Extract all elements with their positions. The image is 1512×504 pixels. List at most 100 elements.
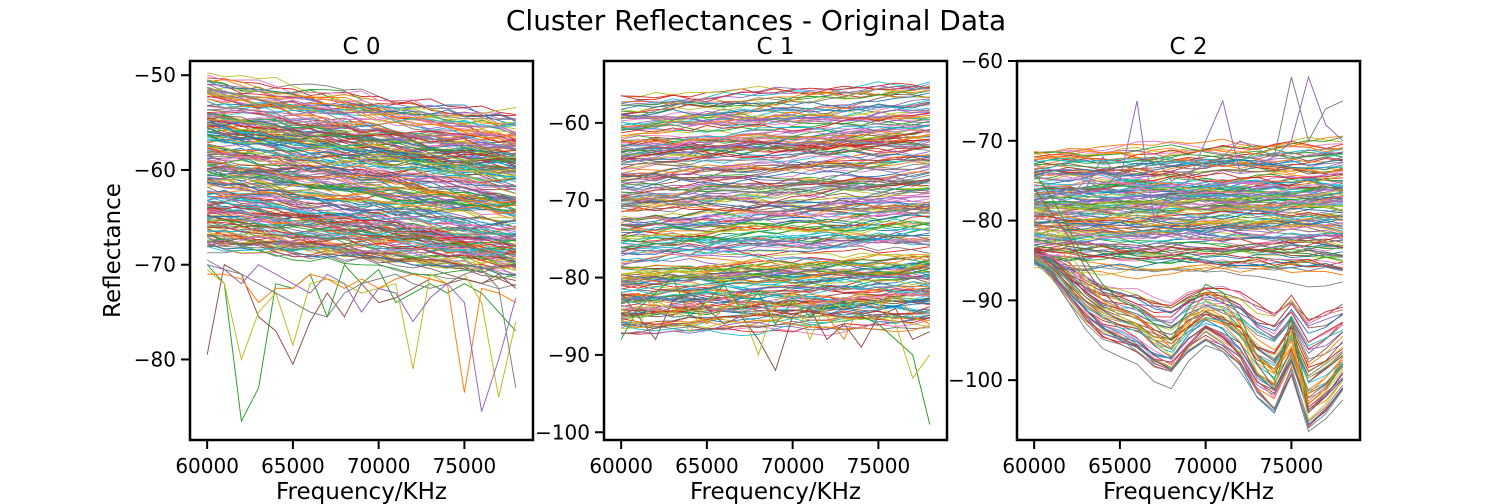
- outlier-series-line: [1033, 220, 1344, 406]
- reflectance-line: [207, 196, 516, 223]
- y-tick-label: −80: [961, 209, 1003, 233]
- outlier-series-line: [620, 292, 931, 380]
- reflectance-line: [620, 128, 930, 148]
- reflectance-line: [621, 293, 930, 310]
- reflectance-line: [1034, 207, 1343, 226]
- x-tick-label: 75000: [433, 454, 497, 478]
- reflectance-line: [207, 108, 516, 148]
- x-tick-label: 60000: [1002, 454, 1066, 478]
- reflectance-line: [621, 98, 930, 120]
- reflectance-line: [207, 178, 516, 206]
- x-tick-label: 60000: [175, 454, 239, 478]
- reflectance-line: [1034, 188, 1343, 199]
- reflectance-line: [207, 202, 516, 240]
- x-tick-label: 70000: [761, 454, 825, 478]
- reflectance-line: [621, 237, 930, 254]
- reflectance-line: [207, 92, 516, 125]
- reflectance-line: [1034, 253, 1343, 322]
- outlier-series-line: [1033, 75, 1344, 223]
- reflectance-line: [621, 85, 930, 105]
- reflectance-line: [207, 205, 516, 247]
- reflectance-line: [1034, 148, 1343, 175]
- y-tick-label: −60: [548, 111, 590, 135]
- y-tick-label: −100: [948, 368, 1003, 392]
- reflectance-line: [621, 197, 930, 212]
- series-lines: [206, 72, 517, 423]
- outlier-series-line: [206, 259, 517, 388]
- reflectance-line: [621, 81, 930, 104]
- reflectance-line: [207, 123, 516, 161]
- reflectance-line: [1034, 250, 1344, 368]
- reflectance-line: [1034, 156, 1343, 170]
- reflectance-line: [620, 243, 930, 257]
- reflectance-line: [1034, 192, 1343, 205]
- reflectance-line: [1034, 218, 1343, 244]
- reflectance-line: [620, 154, 930, 175]
- reflectance-line: [621, 158, 930, 183]
- reflectance-line: [621, 315, 930, 329]
- reflectance-line: [621, 156, 930, 179]
- reflectance-line: [1033, 248, 1344, 351]
- reflectance-line: [621, 124, 930, 157]
- reflectance-line: [1034, 211, 1343, 233]
- reflectance-line: [207, 190, 516, 220]
- reflectance-line: [207, 155, 516, 181]
- reflectance-line: [207, 112, 516, 162]
- y-axis-label: Reflectance: [100, 183, 126, 318]
- reflectance-line: [207, 122, 516, 156]
- y-tick-label: −60: [134, 158, 176, 182]
- reflectance-line: [1034, 230, 1343, 247]
- reflectance-line: [621, 197, 930, 212]
- reflectance-line: [1034, 152, 1343, 183]
- y-tick-label: −90: [548, 343, 590, 367]
- reflectance-line: [207, 192, 516, 217]
- reflectance-line: [621, 119, 930, 132]
- reflectance-line: [621, 286, 930, 305]
- reflectance-line: [207, 181, 516, 226]
- reflectance-line: [1034, 218, 1343, 235]
- plot-frame: [188, 59, 535, 442]
- reflectance-line: [620, 239, 930, 257]
- reflectance-line: [621, 202, 930, 224]
- reflectance-line: [1034, 221, 1343, 237]
- reflectance-line: [621, 109, 930, 123]
- reflectance-line: [1033, 251, 1344, 373]
- reflectance-line: [621, 150, 930, 176]
- outlier-series-line: [620, 292, 931, 341]
- reflectance-line: [621, 262, 930, 283]
- reflectance-line: [207, 224, 516, 255]
- reflectance-line: [1033, 253, 1344, 329]
- reflectance-line: [621, 210, 930, 221]
- x-tick-label: 65000: [1088, 454, 1152, 478]
- reflectance-line: [621, 218, 930, 250]
- reflectance-line: [207, 83, 516, 121]
- chart-panel-0: 60000 65000 70000 75000 −50 −60 −70 −80 C 0 Frequ…: [100, 34, 535, 504]
- reflectance-line: [207, 237, 516, 274]
- reflectance-line: [1034, 197, 1343, 207]
- reflectance-line: [1034, 202, 1343, 219]
- reflectance-line: [621, 268, 930, 283]
- reflectance-line: [1034, 188, 1343, 210]
- y-tick-label: −80: [548, 266, 590, 290]
- reflectance-line: [621, 253, 930, 275]
- reflectance-line: [621, 155, 930, 177]
- reflectance-line: [207, 169, 516, 214]
- reflectance-line: [1034, 135, 1343, 155]
- reflectance-line: [207, 239, 516, 263]
- reflectance-line: [1034, 174, 1343, 200]
- reflectance-line: [207, 183, 516, 213]
- reflectance-line: [1034, 213, 1343, 225]
- reflectance-line: [207, 98, 516, 138]
- reflectance-line: [620, 148, 930, 158]
- reflectance-line: [621, 102, 930, 117]
- reflectance-line: [207, 195, 516, 241]
- reflectance-line: [1034, 245, 1343, 257]
- reflectance-line: [1034, 260, 1343, 280]
- reflectance-line: [621, 238, 930, 254]
- reflectance-line: [1033, 255, 1344, 423]
- y-tick-label: −50: [134, 63, 176, 87]
- reflectance-line: [1034, 181, 1343, 200]
- reflectance-line: [621, 252, 930, 277]
- reflectance-line: [207, 234, 516, 279]
- reflectance-line: [207, 243, 516, 262]
